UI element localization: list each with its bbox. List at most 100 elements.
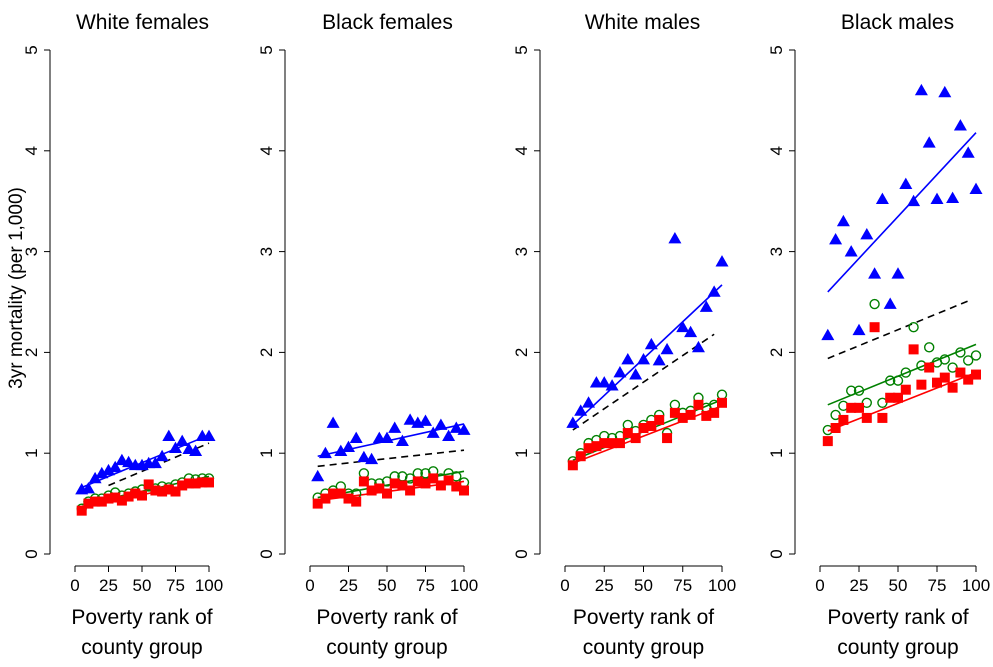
x-tick-label: 75 (166, 576, 185, 595)
x-tick-label: 25 (339, 576, 358, 595)
square-marker (150, 485, 161, 496)
y-tick-label: 2 (22, 348, 41, 357)
circle-marker (869, 298, 880, 310)
y-tick-label: 5 (512, 45, 531, 54)
triangle-marker (844, 245, 858, 257)
triangle-marker (875, 192, 889, 205)
triangle-marker (946, 191, 960, 204)
x-tick-label: 0 (305, 576, 314, 595)
y-tick-label: 1 (512, 448, 531, 457)
circle-marker (908, 322, 919, 333)
square-marker (110, 492, 121, 503)
y-tick-label: 1 (22, 448, 41, 457)
triangle-marker (605, 379, 619, 391)
square-marker (412, 476, 423, 487)
square-marker (630, 433, 641, 444)
triangle-marker (566, 416, 580, 428)
fit-line-blue (81, 434, 210, 489)
y-tick-label: 1 (767, 448, 786, 457)
y-tick-label: 2 (257, 348, 276, 357)
square-marker (435, 480, 446, 491)
triangle-marker (169, 441, 182, 454)
square-marker (854, 402, 864, 413)
circle-marker (947, 362, 958, 373)
triangle-marker (691, 340, 705, 353)
triangle-marker (108, 460, 122, 473)
x-tick-label: 75 (928, 576, 947, 595)
square-marker (614, 438, 625, 449)
triangle-marker (311, 469, 325, 482)
circle-marker (861, 397, 872, 408)
triangle-marker (961, 146, 975, 158)
square-marker (183, 478, 194, 489)
square-marker (335, 488, 346, 499)
square-marker (116, 495, 127, 506)
y-axis-label: 3yr mortality (per 1,000) (6, 187, 27, 389)
triangle-marker (442, 429, 456, 441)
square-marker (382, 488, 392, 499)
triangle-marker (644, 337, 658, 350)
square-marker (197, 477, 208, 488)
x-axis-label-line2: county group (837, 636, 958, 659)
y-tick-label: 0 (22, 549, 41, 558)
square-marker (877, 412, 888, 423)
square-marker (932, 377, 942, 388)
triangle-marker (652, 353, 666, 366)
triangle-marker (821, 328, 835, 341)
triangle-marker (102, 463, 115, 476)
x-tick-label: 0 (560, 576, 569, 595)
square-marker (575, 451, 586, 462)
triangle-marker (357, 450, 371, 463)
square-marker (583, 443, 594, 454)
triangle-marker (189, 444, 203, 457)
square-marker (701, 410, 712, 421)
circle-marker (830, 409, 841, 421)
square-marker (443, 475, 454, 486)
square-marker (846, 402, 857, 413)
square-marker (685, 409, 696, 420)
square-marker (971, 369, 981, 380)
x-tick-label: 100 (195, 576, 223, 595)
x-tick-label: 75 (673, 576, 692, 595)
x-tick-label: 25 (595, 576, 614, 595)
square-marker (90, 496, 101, 507)
square-marker (963, 374, 974, 385)
triangle-marker (162, 429, 176, 441)
triangle-marker (582, 396, 596, 408)
triangle-marker (334, 444, 348, 457)
triangle-marker (953, 119, 967, 131)
triangle-marker (715, 255, 729, 267)
triangle-marker (122, 455, 136, 468)
circle-marker (924, 342, 935, 353)
x-tick-label: 0 (815, 576, 824, 595)
square-marker (662, 433, 673, 444)
y-tick-label: 5 (22, 45, 41, 54)
panel-title: White females (76, 11, 209, 34)
square-marker (885, 392, 896, 403)
y-tick-label: 4 (22, 146, 41, 155)
square-marker (908, 344, 919, 355)
square-marker (599, 438, 610, 449)
triangle-marker (660, 342, 674, 355)
square-marker (677, 412, 688, 423)
x-tick-label: 75 (416, 576, 435, 595)
x-axis-label-line1: Poverty rank of (71, 606, 212, 629)
circle-marker (892, 375, 904, 386)
triangle-marker (883, 297, 897, 309)
square-marker (428, 473, 439, 484)
circle-marker (963, 355, 974, 366)
square-marker (638, 423, 649, 433)
triangle-marker (318, 446, 332, 459)
triangle-marker (434, 418, 448, 430)
square-marker (177, 480, 188, 491)
y-tick-label: 1 (257, 448, 276, 457)
square-marker (343, 493, 354, 504)
square-marker (389, 478, 400, 489)
fit-line-blue (827, 132, 977, 293)
y-tick-label: 0 (767, 549, 786, 558)
triangle-marker (597, 376, 611, 388)
y-tick-label: 4 (512, 146, 531, 155)
